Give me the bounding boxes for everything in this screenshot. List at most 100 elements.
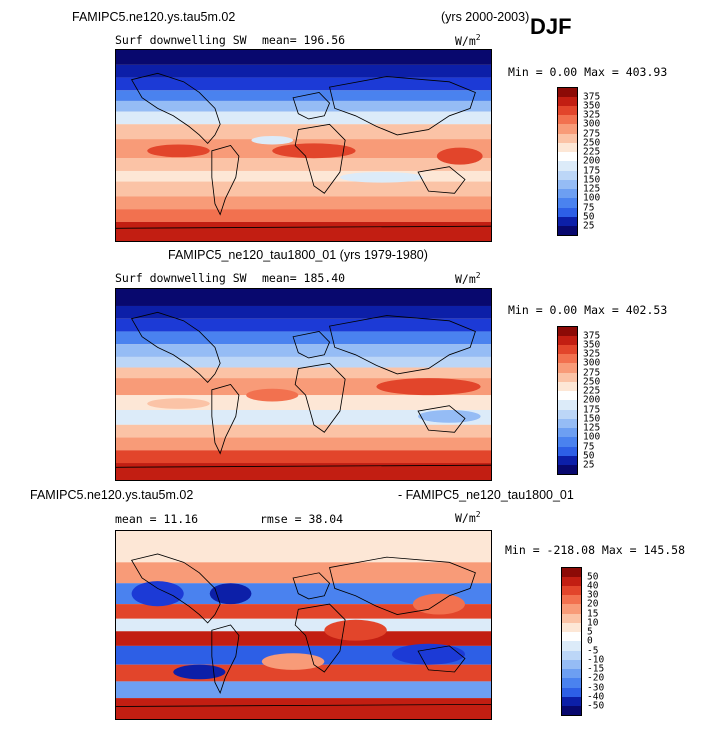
colorbar-swatch bbox=[557, 97, 578, 106]
colorbar-label: 300 bbox=[583, 118, 601, 130]
colorbar-label: -15 bbox=[587, 663, 605, 675]
colorbar-label: -10 bbox=[587, 654, 605, 666]
colorbar-swatch bbox=[557, 410, 578, 419]
colorbar-swatch bbox=[557, 87, 578, 97]
colorbar-label: 325 bbox=[583, 348, 601, 360]
colorbar-label: 15 bbox=[587, 608, 599, 620]
colorbar-swatch bbox=[557, 465, 578, 475]
colorbar-label: 275 bbox=[583, 367, 601, 379]
colorbar-swatch bbox=[557, 456, 578, 465]
colorbar-swatch bbox=[557, 373, 578, 382]
colorbar-label: -30 bbox=[587, 682, 605, 694]
colorbar-swatch bbox=[561, 660, 582, 669]
colorbar-label: 40 bbox=[587, 580, 599, 592]
panel3-rmse: rmse = 38.04 bbox=[260, 512, 344, 526]
panel3-units: W/m2 bbox=[455, 510, 481, 525]
colorbar-label: 225 bbox=[583, 385, 601, 397]
colorbar-label: 25 bbox=[583, 459, 595, 471]
colorbar-swatch bbox=[561, 595, 582, 604]
colorbar-label: 300 bbox=[583, 357, 601, 369]
colorbar-label: 30 bbox=[587, 589, 599, 601]
colorbar-label: 375 bbox=[583, 330, 601, 342]
panel1-variable: Surf downwelling SW bbox=[115, 33, 247, 47]
colorbar-swatch bbox=[557, 208, 578, 217]
colorbar-swatch bbox=[557, 363, 578, 373]
colorbar-label: 100 bbox=[583, 192, 601, 204]
colorbar-swatch bbox=[557, 336, 578, 345]
panel3-map-svg bbox=[116, 531, 491, 719]
colorbar-swatch bbox=[557, 152, 578, 161]
colorbar-label: 10 bbox=[587, 617, 599, 629]
colorbar-label: 175 bbox=[583, 165, 601, 177]
colorbar-label: 350 bbox=[583, 339, 601, 351]
colorbar-label: -20 bbox=[587, 672, 605, 684]
colorbar-label: 75 bbox=[583, 202, 595, 214]
colorbar-swatch bbox=[561, 669, 582, 678]
panel2-minmax: Min = 0.00 Max = 402.53 bbox=[508, 303, 668, 317]
colorbar-swatch bbox=[557, 419, 578, 428]
colorbar-swatch bbox=[561, 678, 582, 688]
colorbar-label: 225 bbox=[583, 146, 601, 158]
colorbar-swatch bbox=[557, 189, 578, 198]
colorbar-label: 5 bbox=[587, 626, 593, 638]
colorbar-label: 20 bbox=[587, 598, 599, 610]
colorbar-swatch bbox=[557, 106, 578, 115]
colorbar-swatch bbox=[557, 428, 578, 437]
panel1-mean: mean= 196.56 bbox=[262, 33, 346, 47]
colorbar-swatch bbox=[557, 171, 578, 180]
colorbar-label: 175 bbox=[583, 404, 601, 416]
colorbar-swatch bbox=[557, 161, 578, 171]
panel2-title: FAMIPC5_ne120_tau1800_01 (yrs 1979-1980) bbox=[168, 248, 428, 262]
colorbar-swatch bbox=[557, 217, 578, 226]
colorbar-label: 75 bbox=[583, 441, 595, 453]
colorbar-label: 150 bbox=[583, 413, 601, 425]
colorbar-swatch bbox=[561, 632, 582, 641]
colorbar-swatch bbox=[557, 400, 578, 410]
colorbar-swatch bbox=[557, 143, 578, 152]
panel2-map bbox=[115, 288, 492, 481]
colorbar-swatch bbox=[561, 688, 582, 697]
panel1-units: W/m2 bbox=[455, 33, 481, 48]
colorbar-swatch bbox=[561, 614, 582, 623]
colorbar-swatch bbox=[557, 180, 578, 189]
panel2-units: W/m2 bbox=[455, 271, 481, 286]
colorbar-swatch bbox=[557, 391, 578, 400]
panel3-title-left: FAMIPC5.ne120.ys.tau5m.02 bbox=[30, 488, 194, 502]
colorbar-label: 150 bbox=[583, 174, 601, 186]
colorbar-label: 200 bbox=[583, 394, 601, 406]
colorbar-swatch bbox=[557, 326, 578, 336]
colorbar-swatch bbox=[561, 697, 582, 706]
colorbar-label: 50 bbox=[583, 450, 595, 462]
panel3-title-right: - FAMIPC5_ne120_tau1800_01 bbox=[398, 488, 574, 502]
colorbar-swatch bbox=[561, 641, 582, 651]
colorbar-label: 250 bbox=[583, 137, 601, 149]
colorbar-label: 100 bbox=[583, 431, 601, 443]
colorbar-label: 250 bbox=[583, 376, 601, 388]
colorbar-swatch bbox=[557, 226, 578, 236]
colorbar-label: 50 bbox=[583, 211, 595, 223]
colorbar-label: 275 bbox=[583, 128, 601, 140]
colorbar-swatch bbox=[557, 124, 578, 134]
season-label: DJF bbox=[530, 14, 572, 39]
colorbar-swatch bbox=[561, 706, 582, 716]
panel2-mean: mean= 185.40 bbox=[262, 271, 346, 285]
colorbar-swatch bbox=[557, 382, 578, 391]
colorbar-label: 375 bbox=[583, 91, 601, 103]
colorbar-swatch bbox=[557, 345, 578, 354]
colorbar-swatch bbox=[557, 437, 578, 447]
colorbar-swatch bbox=[557, 134, 578, 143]
colorbar-swatch bbox=[557, 115, 578, 124]
panel1-minmax: Min = 0.00 Max = 403.93 bbox=[508, 65, 668, 79]
colorbar-swatch bbox=[561, 577, 582, 586]
colorbar-label: 125 bbox=[583, 422, 601, 434]
colorbar-swatch bbox=[561, 651, 582, 660]
panel3-map bbox=[115, 530, 492, 720]
colorbar-swatch bbox=[561, 604, 582, 614]
panel1-map-svg bbox=[116, 50, 491, 241]
panel3-minmax: Min = -218.08 Max = 145.58 bbox=[505, 543, 686, 557]
panel3-mean: mean = 11.16 bbox=[115, 512, 199, 526]
panel2-variable: Surf downwelling SW bbox=[115, 271, 247, 285]
colorbar-label: 25 bbox=[583, 220, 595, 232]
colorbar-swatch bbox=[561, 623, 582, 632]
panel2-map-svg bbox=[116, 289, 491, 480]
